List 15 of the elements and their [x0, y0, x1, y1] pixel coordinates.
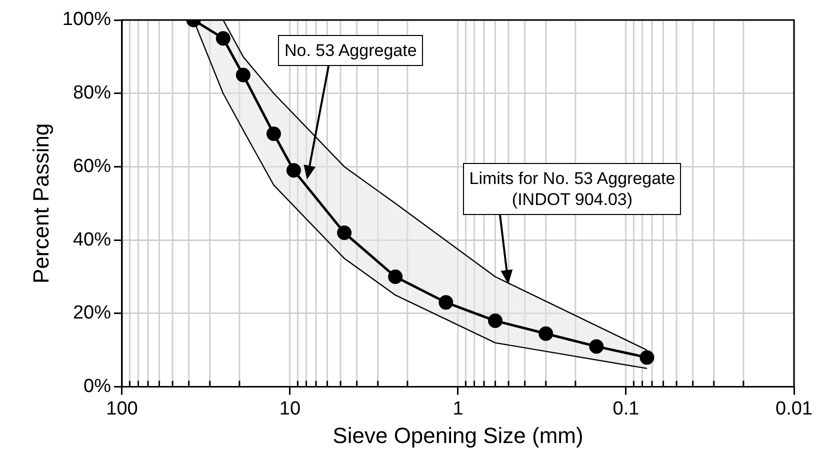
y-axis-title: Percent Passing [28, 123, 54, 284]
y-tick-label: 80% [72, 82, 112, 104]
x-tick-label: 10 [279, 398, 301, 420]
x-tick-label: 100 [106, 398, 138, 420]
annotation: Limits for No. 53 Aggregate (INDOT 904.03) [463, 163, 682, 216]
y-tick-label: 0% [84, 376, 112, 398]
y-tick-label: 100% [62, 9, 112, 30]
x-tick-label: 0.01 [776, 398, 812, 420]
annotation: No. 53 Aggregate [278, 34, 423, 66]
x-tick-label: 0.1 [612, 398, 640, 420]
x-axis-title: Sieve Opening Size (mm) [332, 422, 584, 448]
y-tick-label: 40% [72, 229, 112, 250]
y-tick-label: 60% [72, 156, 112, 177]
y-tick-label: 20% [72, 302, 112, 324]
x-tick-label: 1 [452, 398, 464, 420]
